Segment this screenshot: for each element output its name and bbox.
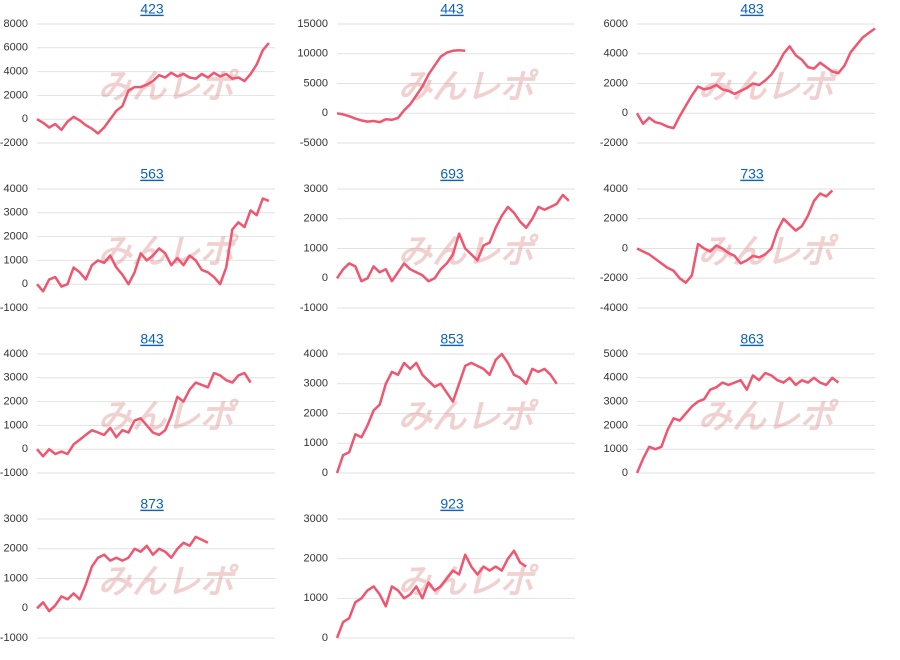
data-line bbox=[335, 549, 527, 639]
y-tick-label: -1000 bbox=[0, 632, 28, 644]
y-tick-label: 1000 bbox=[304, 437, 328, 449]
data-line bbox=[36, 371, 252, 458]
y-tick-label: 2000 bbox=[604, 419, 628, 431]
y-tick-label: 0 bbox=[322, 632, 328, 644]
y-tick-label: 2000 bbox=[4, 231, 28, 243]
y-tick-label: 3000 bbox=[304, 513, 328, 525]
y-tick-label: 4000 bbox=[4, 348, 28, 360]
watermark: みんレポ bbox=[98, 67, 239, 107]
y-tick-label: 0 bbox=[322, 272, 328, 284]
chart-title[interactable]: 923 bbox=[440, 496, 464, 512]
y-tick-label: 2000 bbox=[304, 407, 328, 419]
y-tick-label: 3000 bbox=[4, 513, 28, 525]
y-tick-label: -2000 bbox=[0, 137, 28, 149]
y-tick-label: 10000 bbox=[297, 48, 328, 60]
watermark: みんレポ bbox=[698, 67, 839, 107]
data-line bbox=[36, 42, 270, 135]
data-line bbox=[36, 535, 209, 613]
y-tick-label: 2000 bbox=[304, 213, 328, 225]
y-tick-label: 6000 bbox=[604, 18, 628, 30]
y-tick-label: 4000 bbox=[604, 48, 628, 60]
chart-title[interactable]: 843 bbox=[140, 331, 164, 347]
watermark: みんレポ bbox=[98, 397, 239, 437]
y-tick-label: 4000 bbox=[604, 183, 628, 195]
watermark: みんレポ bbox=[98, 562, 239, 602]
data-line bbox=[635, 371, 840, 474]
y-tick-label: 3000 bbox=[304, 183, 328, 195]
y-tick-label: 4000 bbox=[4, 183, 28, 195]
watermark: みんレポ bbox=[398, 562, 539, 602]
y-tick-label: 1000 bbox=[4, 419, 28, 431]
data-line bbox=[635, 27, 876, 130]
y-tick-label: 2000 bbox=[604, 77, 628, 89]
y-tick-label: 0 bbox=[22, 443, 28, 455]
y-tick-label: 6000 bbox=[4, 42, 28, 54]
data-line bbox=[36, 197, 270, 293]
y-tick-label: 0 bbox=[22, 602, 28, 614]
y-tick-label: 2000 bbox=[304, 553, 328, 565]
chart-title[interactable]: 853 bbox=[440, 331, 464, 347]
watermark: みんレポ bbox=[698, 397, 839, 437]
y-tick-label: -1000 bbox=[0, 302, 28, 314]
chart-title[interactable]: 733 bbox=[740, 166, 764, 182]
y-tick-label: 2000 bbox=[4, 543, 28, 555]
watermark: みんレポ bbox=[398, 67, 539, 107]
y-tick-label: 0 bbox=[322, 467, 328, 479]
chart-title[interactable]: 563 bbox=[140, 166, 164, 182]
chart-title[interactable]: 423 bbox=[140, 1, 164, 17]
watermark: みんレポ bbox=[98, 232, 239, 272]
y-tick-label: 1000 bbox=[304, 242, 328, 254]
y-tick-label: 0 bbox=[622, 467, 628, 479]
chart-title[interactable]: 863 bbox=[740, 331, 764, 347]
y-tick-label: 3000 bbox=[4, 207, 28, 219]
y-tick-label: 0 bbox=[622, 242, 628, 254]
y-tick-label: 1000 bbox=[4, 254, 28, 266]
watermark: みんレポ bbox=[398, 397, 539, 437]
y-tick-label: 0 bbox=[22, 278, 28, 290]
y-tick-label: -2000 bbox=[600, 272, 628, 284]
y-tick-label: 15000 bbox=[297, 18, 328, 30]
y-tick-label: 0 bbox=[622, 107, 628, 119]
y-tick-label: 3000 bbox=[304, 378, 328, 390]
y-tick-label: 2000 bbox=[4, 396, 28, 408]
y-tick-label: 5000 bbox=[604, 348, 628, 360]
chart-title[interactable]: 483 bbox=[740, 1, 764, 17]
y-tick-label: 3000 bbox=[4, 372, 28, 384]
y-tick-label: 1000 bbox=[304, 592, 328, 604]
y-tick-label: 1000 bbox=[4, 572, 28, 584]
y-tick-label: 2000 bbox=[4, 89, 28, 101]
data-line bbox=[335, 352, 558, 474]
data-line bbox=[636, 189, 834, 284]
y-tick-label: 0 bbox=[22, 113, 28, 125]
chart-title[interactable]: 873 bbox=[140, 496, 164, 512]
y-tick-label: 3000 bbox=[604, 396, 628, 408]
y-tick-label: -5000 bbox=[300, 137, 328, 149]
chart-title[interactable]: 443 bbox=[440, 1, 464, 17]
y-tick-label: 2000 bbox=[604, 213, 628, 225]
y-tick-label: 8000 bbox=[4, 18, 28, 30]
y-tick-label: -1000 bbox=[0, 467, 28, 479]
data-line bbox=[335, 193, 570, 283]
y-tick-label: 1000 bbox=[604, 443, 628, 455]
y-tick-label: -2000 bbox=[600, 137, 628, 149]
y-tick-label: -1000 bbox=[300, 302, 328, 314]
chart-title[interactable]: 693 bbox=[440, 166, 464, 182]
y-tick-label: 0 bbox=[322, 107, 328, 119]
data-line bbox=[336, 48, 466, 124]
y-tick-label: 4000 bbox=[304, 348, 328, 360]
y-tick-label: -4000 bbox=[600, 302, 628, 314]
y-tick-label: 5000 bbox=[304, 77, 328, 89]
y-tick-label: 4000 bbox=[604, 372, 628, 384]
y-tick-label: 4000 bbox=[4, 66, 28, 78]
